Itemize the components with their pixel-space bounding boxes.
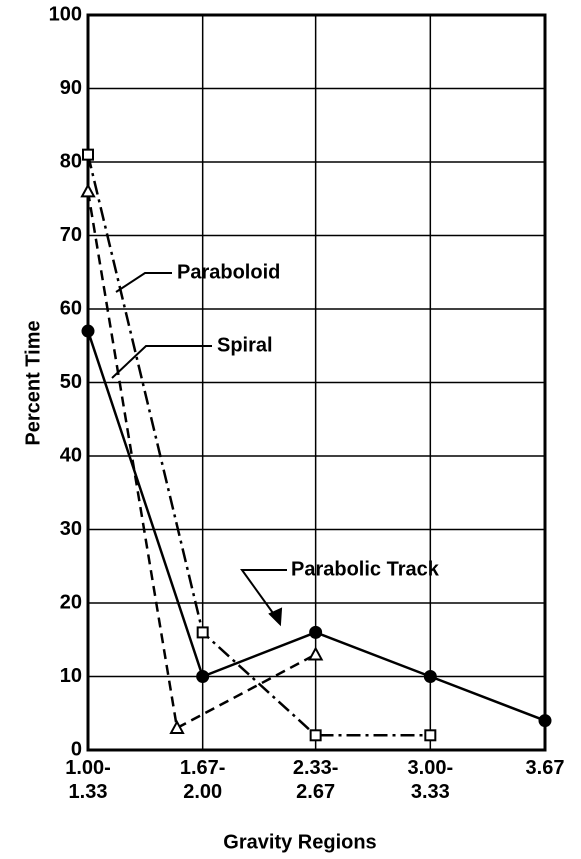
marker bbox=[309, 625, 323, 639]
leaders bbox=[111, 272, 287, 627]
series-line bbox=[86, 330, 546, 722]
series-line bbox=[86, 191, 317, 730]
y-axis-label: Percent Time bbox=[22, 320, 44, 445]
marker bbox=[196, 626, 209, 639]
y-tick-label: 60 bbox=[60, 297, 82, 319]
marker bbox=[309, 729, 322, 742]
y-tick-label: 10 bbox=[60, 665, 82, 687]
y-tick-label: 40 bbox=[60, 444, 82, 466]
series-line bbox=[86, 154, 431, 737]
x-tick-label: 1.67- 2.00 bbox=[179, 757, 226, 803]
y-tick-label: 0 bbox=[71, 738, 82, 760]
series-label: Spiral bbox=[217, 334, 273, 356]
marker bbox=[81, 324, 95, 338]
x-tick-label: 2.33- 2.67 bbox=[292, 757, 339, 803]
marker bbox=[82, 148, 94, 161]
x-axis-label: Gravity Regions bbox=[223, 831, 376, 853]
marker bbox=[196, 670, 210, 683]
marker bbox=[80, 183, 96, 198]
y-tick-label: 20 bbox=[60, 591, 82, 613]
marker bbox=[169, 719, 185, 734]
y-tick-label: 70 bbox=[60, 224, 82, 246]
marker bbox=[423, 670, 437, 683]
plot-frame bbox=[86, 13, 547, 752]
y-tick-label: 80 bbox=[60, 150, 82, 172]
series-label: Parabolic Track bbox=[291, 558, 440, 580]
marker bbox=[538, 714, 552, 728]
y-tick-label: 90 bbox=[60, 77, 82, 99]
y-tick-label: 30 bbox=[60, 518, 82, 540]
marker bbox=[307, 646, 324, 661]
y-tick-label: 50 bbox=[60, 371, 82, 393]
x-tick-label: 3.00- 3.33 bbox=[407, 757, 454, 803]
leader-line bbox=[115, 272, 172, 293]
x-tick-label: 1.00- 1.33 bbox=[65, 757, 111, 803]
y-tick-label: 100 bbox=[49, 3, 82, 25]
arrow-head bbox=[268, 607, 283, 627]
marker bbox=[424, 729, 437, 742]
series-label: Paraboloid bbox=[177, 261, 280, 283]
leader-line bbox=[111, 345, 212, 379]
x-tick-label: 3.67 bbox=[525, 757, 565, 779]
